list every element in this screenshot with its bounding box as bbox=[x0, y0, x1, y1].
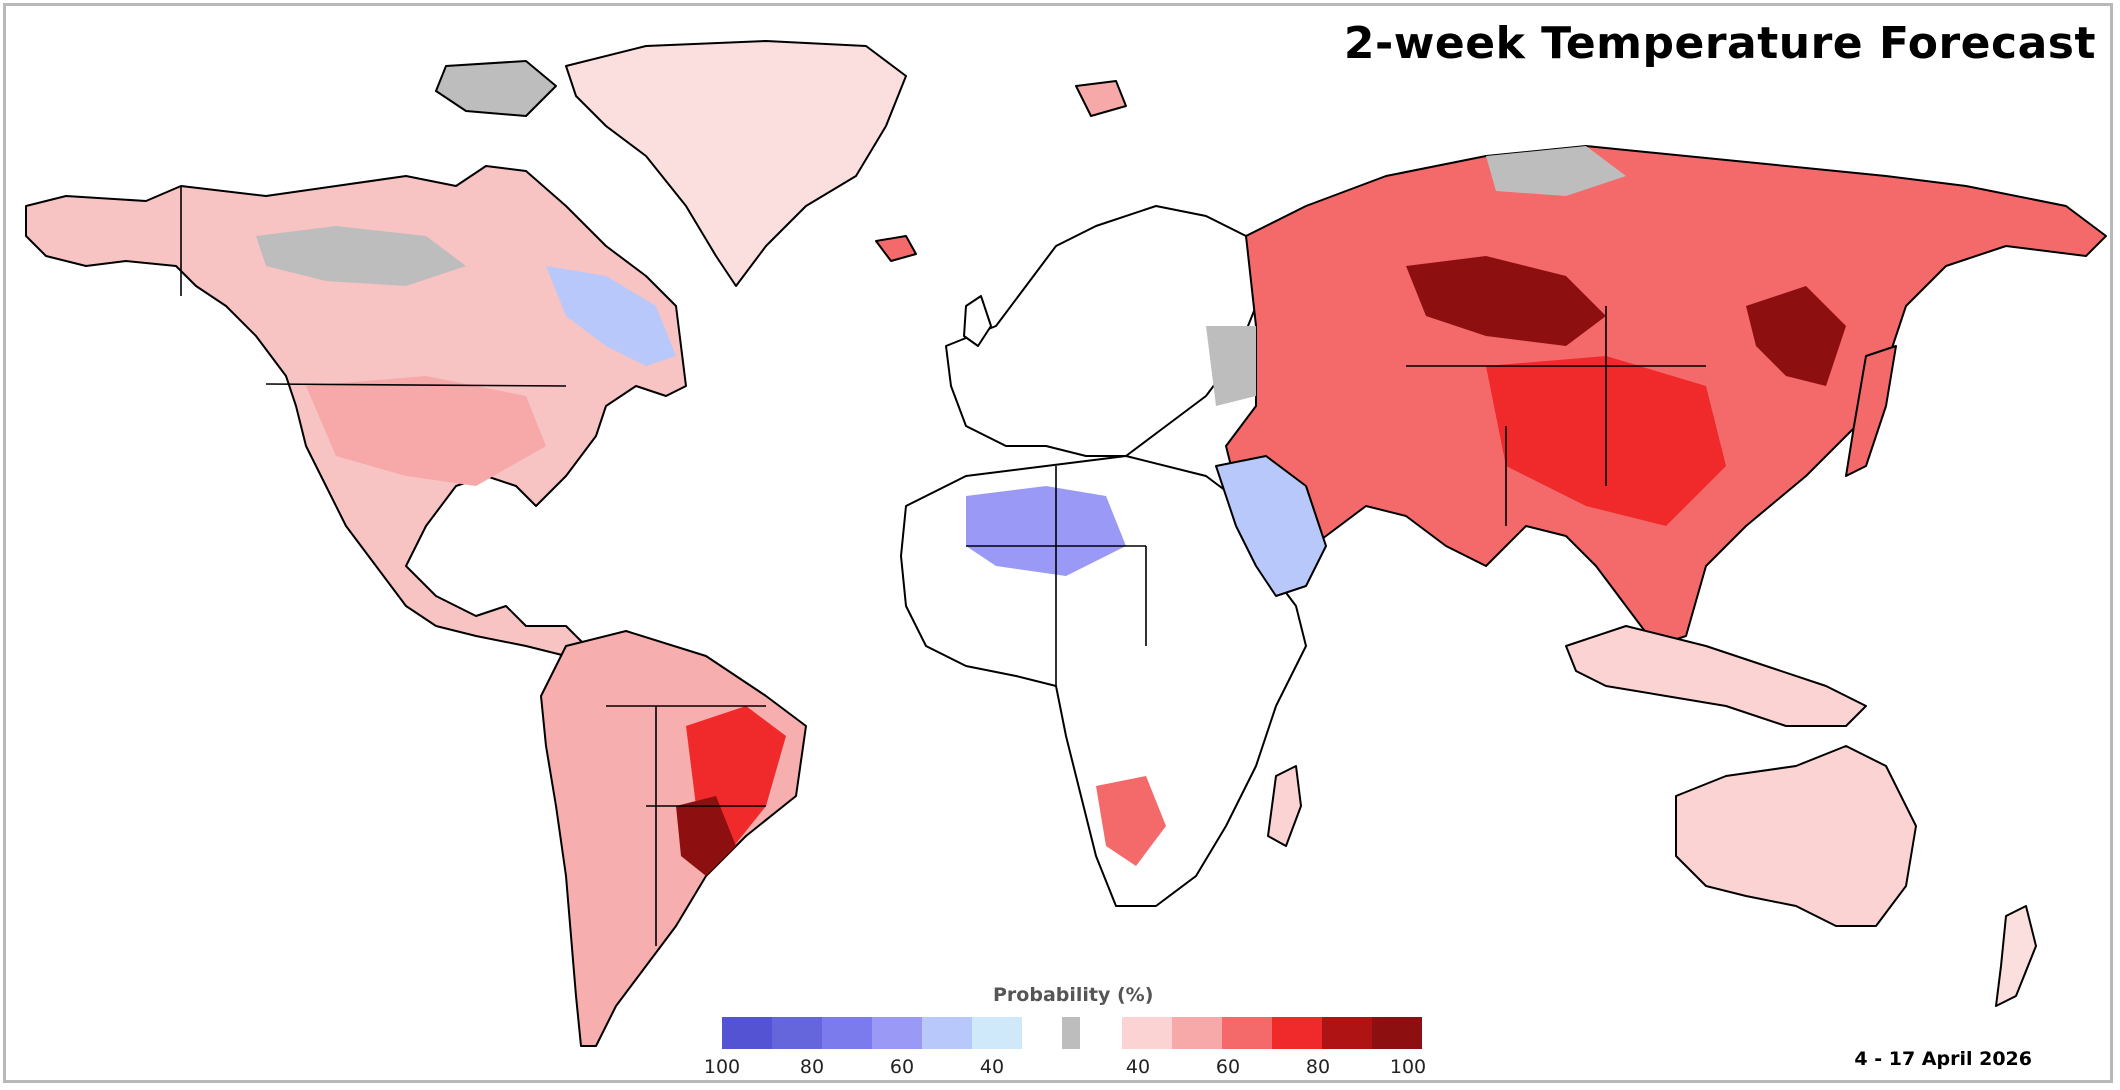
land-japan bbox=[1845, 345, 1897, 477]
land-iceland bbox=[875, 235, 917, 262]
map-title: 2-week Temperature Forecast bbox=[1343, 18, 2096, 69]
legend-tick-below-1: 100 bbox=[703, 1056, 741, 1078]
land-arabia bbox=[1215, 455, 1327, 597]
legend-below-swatch-5 bbox=[922, 1017, 972, 1049]
region-east-europe-gray bbox=[1206, 326, 1256, 406]
legend-near-normal-swatch bbox=[1062, 1017, 1080, 1049]
land-new-zealand bbox=[1995, 905, 2037, 1007]
land-arctic-islands bbox=[435, 60, 557, 117]
land-svalbard bbox=[1075, 80, 1127, 117]
legend-tick-above-4: 100 bbox=[1389, 1056, 1427, 1078]
probability-legend: Probability (%) 100 80 60 40 40 60 80 100 bbox=[704, 984, 1426, 1078]
legend-tick-below-2: 80 bbox=[799, 1056, 825, 1078]
legend-above-swatch-4 bbox=[1272, 1017, 1322, 1049]
border-us-canada bbox=[265, 383, 567, 387]
border-africa-lines bbox=[966, 466, 1147, 686]
legend-below-swatch-1 bbox=[722, 1017, 772, 1049]
legend-tick-below-4: 40 bbox=[979, 1056, 1005, 1078]
legend-above-swatch-5 bbox=[1322, 1017, 1372, 1049]
legend-below-swatch-6 bbox=[972, 1017, 1022, 1049]
land-greenland bbox=[565, 40, 907, 287]
land-africa bbox=[900, 455, 1307, 907]
map-frame: 2-week Temperature Forecast Probability … bbox=[3, 3, 2113, 1083]
land-australia bbox=[1675, 745, 1917, 927]
region-canada-gray bbox=[256, 226, 466, 286]
legend-tick-above-1: 40 bbox=[1125, 1056, 1151, 1078]
legend-below-normal-bar bbox=[722, 1017, 1022, 1049]
date-range: 4 - 17 April 2026 bbox=[1854, 1048, 2032, 1070]
legend-above-swatch-3 bbox=[1222, 1017, 1272, 1049]
region-central-asia-extreme bbox=[1406, 256, 1606, 346]
land-madagascar bbox=[1267, 765, 1302, 847]
region-east-asia-extreme bbox=[1746, 286, 1846, 386]
legend-above-swatch-2 bbox=[1172, 1017, 1222, 1049]
legend-above-swatch-1 bbox=[1122, 1017, 1172, 1049]
legend-below-swatch-2 bbox=[772, 1017, 822, 1049]
land-uk bbox=[963, 295, 992, 347]
legend-title: Probability (%) bbox=[993, 984, 1154, 1006]
region-russia-gray bbox=[1486, 146, 1626, 196]
legend-below-swatch-3 bbox=[822, 1017, 872, 1049]
legend-above-swatch-6 bbox=[1372, 1017, 1422, 1049]
region-south-brazil-extreme bbox=[676, 796, 736, 876]
border-south-america-lines bbox=[606, 705, 766, 946]
region-south-africa-warm bbox=[1096, 776, 1166, 866]
border-asia-lines bbox=[1406, 306, 1706, 526]
legend-above-normal-bar bbox=[1122, 1017, 1422, 1049]
land-southeast-asia-islands bbox=[1565, 625, 1867, 727]
region-usa-warm bbox=[306, 376, 546, 486]
legend-tick-above-3: 80 bbox=[1305, 1056, 1331, 1078]
region-north-africa-cool bbox=[966, 486, 1126, 576]
legend-below-swatch-4 bbox=[872, 1017, 922, 1049]
legend-tick-below-3: 60 bbox=[889, 1056, 915, 1078]
region-east-canada-cool bbox=[546, 266, 676, 366]
legend-near-normal-bar bbox=[1062, 1017, 1080, 1049]
legend-tick-above-2: 60 bbox=[1215, 1056, 1241, 1078]
world-forecast-map bbox=[25, 40, 2107, 1047]
